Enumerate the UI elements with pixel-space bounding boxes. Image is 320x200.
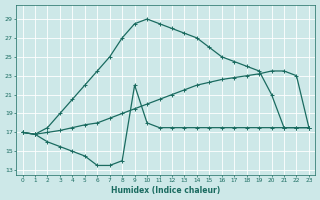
X-axis label: Humidex (Indice chaleur): Humidex (Indice chaleur) bbox=[111, 186, 220, 195]
